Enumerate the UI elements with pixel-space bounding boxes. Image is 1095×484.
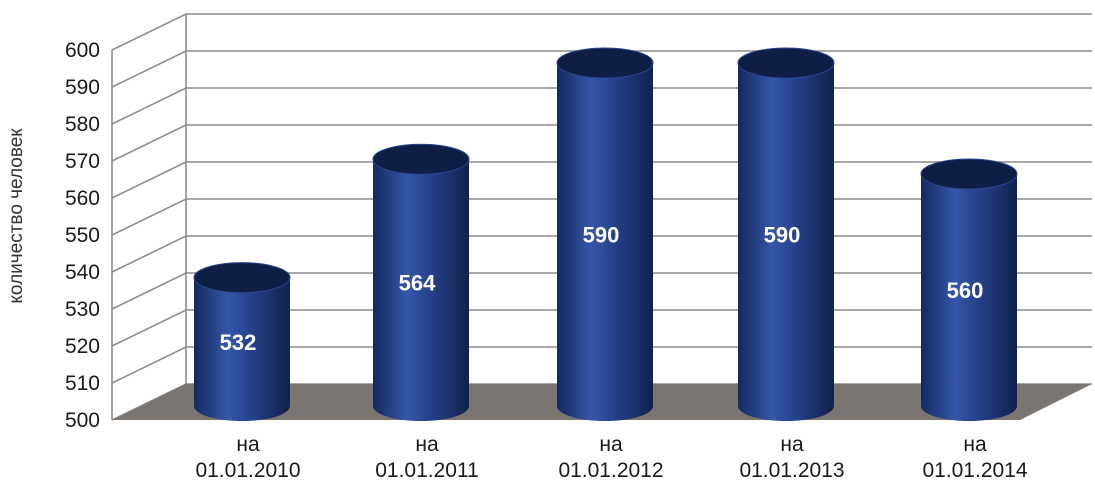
category-label: на: [415, 433, 439, 456]
y-tick-label: 550: [65, 224, 100, 247]
y-axis-ticks: 500 510 520 530 540 550 560 570 580 590 600: [65, 39, 100, 432]
bars: 532 564 590 590 560: [193, 47, 1018, 421]
data-label: 564: [399, 271, 436, 296]
category-label: 01.01.2012: [558, 459, 663, 482]
category-label: 01.01.2013: [739, 459, 844, 482]
grid-line: [111, 13, 1092, 51]
bar-top: [737, 47, 835, 79]
category-label: 01.01.2010: [195, 459, 300, 482]
y-tick-label: 530: [65, 298, 100, 321]
data-label: 590: [764, 223, 801, 248]
data-label: 560: [947, 278, 984, 303]
y-tick-label: 540: [65, 261, 100, 284]
bar: 590: [737, 47, 835, 421]
bar: 532: [193, 262, 291, 421]
bar-body: [194, 277, 290, 421]
bar: 590: [556, 47, 654, 421]
x-axis-categories: на 01.01.2010 на 01.01.2011 на 01.01.2012 на 01…: [195, 433, 1027, 482]
bar-top: [193, 262, 291, 294]
y-tick-label: 560: [65, 187, 100, 210]
category-label: 01.01.2011: [375, 459, 479, 482]
category-label: на: [599, 433, 623, 456]
y-tick-label: 580: [65, 113, 100, 136]
y-tick-label: 600: [65, 39, 100, 62]
bar-top: [920, 158, 1018, 190]
data-label: 532: [220, 330, 257, 355]
bar-body: [738, 63, 834, 421]
category-label: на: [963, 433, 987, 456]
y-axis-title: количество человек: [6, 128, 27, 304]
bar-top: [556, 47, 654, 79]
bar-body: [921, 174, 1017, 421]
category-label: на: [236, 433, 260, 456]
y-tick-label: 520: [65, 335, 100, 358]
y-tick-label: 500: [65, 409, 100, 432]
bar: 564: [372, 143, 470, 421]
category-label: на: [780, 433, 804, 456]
y-tick-label: 510: [65, 372, 100, 395]
y-tick-label: 570: [65, 150, 100, 173]
category-label: 01.01.2014: [922, 459, 1027, 482]
y-tick-label: 590: [65, 76, 100, 99]
bar-body: [373, 159, 469, 421]
bar-top: [372, 143, 470, 175]
data-label: 590: [583, 223, 620, 248]
bar-body: [557, 63, 653, 421]
bar: 560: [920, 158, 1018, 421]
